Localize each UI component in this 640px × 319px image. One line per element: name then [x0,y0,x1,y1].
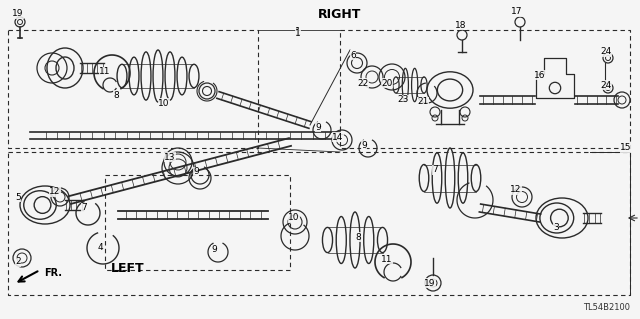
Text: 10: 10 [288,213,300,222]
Text: 19: 19 [424,278,436,287]
Text: 8: 8 [113,91,119,100]
Text: 23: 23 [397,95,409,105]
Text: 9: 9 [193,167,199,176]
Text: 6: 6 [350,50,356,60]
Text: 20: 20 [381,78,393,87]
Text: 7: 7 [81,204,87,212]
Text: 10: 10 [158,99,170,108]
Text: 24: 24 [600,80,612,90]
Text: 12: 12 [49,188,61,197]
Text: 1: 1 [295,27,301,37]
Text: 9: 9 [361,140,367,150]
Text: 2: 2 [15,257,21,266]
Text: 22: 22 [357,78,369,87]
Text: 12: 12 [510,186,522,195]
Text: 9: 9 [211,246,217,255]
Text: 3: 3 [553,222,559,232]
Text: 1: 1 [295,29,301,39]
Text: 13: 13 [164,152,176,161]
Text: 5: 5 [15,192,21,202]
Text: RIGHT: RIGHT [318,8,362,20]
Text: 19: 19 [12,10,24,19]
Text: 21: 21 [417,98,429,107]
Text: FR.: FR. [44,268,62,278]
Text: 8: 8 [355,233,361,241]
Text: 14: 14 [332,132,344,142]
Text: TL54B2100: TL54B2100 [583,303,630,313]
Text: 11: 11 [99,68,111,77]
Text: LEFT: LEFT [111,263,145,276]
Text: 15: 15 [620,144,632,152]
Text: 24: 24 [600,48,612,56]
Text: 11: 11 [381,255,393,263]
Text: 16: 16 [534,70,546,79]
Text: 17: 17 [511,8,523,17]
Text: 9: 9 [315,122,321,131]
Text: 4: 4 [97,243,103,253]
Text: 7: 7 [432,166,438,174]
Text: 18: 18 [455,20,467,29]
